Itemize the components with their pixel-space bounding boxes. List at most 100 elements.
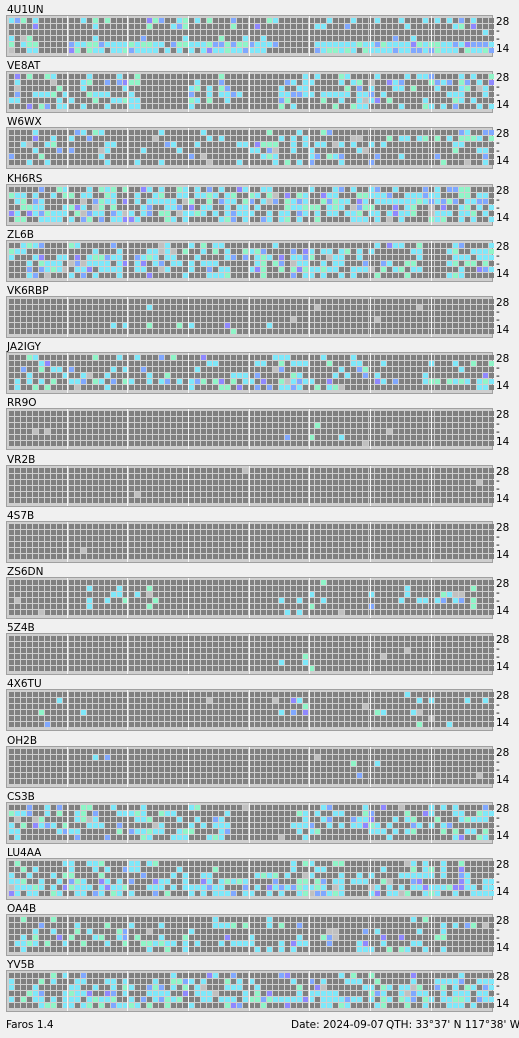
heard-cell [423,217,428,222]
heard-cell [297,187,302,192]
heard-cell [75,217,80,222]
heard-cell [99,468,104,473]
heard-cell [231,148,236,153]
heard-cell [321,548,326,553]
heard-cell [51,299,56,304]
heard-cell [51,373,56,378]
heard-cell [411,24,416,29]
heard-cell [213,492,218,497]
heard-cell [9,36,14,41]
heard-cell [243,492,248,497]
heard-cell [69,530,74,535]
heard-cell [417,323,422,328]
heard-cell [27,367,32,372]
scale-28-label: 28 [496,128,510,140]
heard-cell [279,411,284,416]
heard-cell [45,211,50,216]
heard-cell [81,498,86,503]
heard-cell [369,385,374,390]
heard-cell [231,211,236,216]
heard-cell [93,492,98,497]
heard-cell [315,417,320,422]
heard-cell [399,361,404,366]
heard-cell [267,211,272,216]
scale-14-label: 14 [496,155,510,167]
heard-cell [393,542,398,547]
heard-cell [315,136,320,141]
heard-cell [285,329,290,334]
heard-cell [237,468,242,473]
heard-cell [405,468,410,473]
heard-cell [201,267,206,272]
heard-cell [465,468,470,473]
heard-cell [465,148,470,153]
heard-cell [471,36,476,41]
heard-cell [273,98,278,103]
heard-cell [237,86,242,91]
heard-cell [279,148,284,153]
heard-cell [285,130,290,135]
heard-cell [255,142,260,147]
heard-cell [231,468,236,473]
heard-cell [57,385,62,390]
heard-cell [81,411,86,416]
heard-cell [51,255,56,260]
heard-cell [393,385,398,390]
heard-cell [375,142,380,147]
heard-cell [327,273,332,278]
heard-cell [333,18,338,23]
heard-cell [141,74,146,79]
heard-cell [417,355,422,360]
heard-cell [249,492,254,497]
heard-cell [411,468,416,473]
heard-cell [237,104,242,109]
heard-cell [159,492,164,497]
heard-cell [309,249,314,254]
heard-cell [81,98,86,103]
heard-cell [165,329,170,334]
heard-cell [273,373,278,378]
heard-cell [291,548,296,553]
heard-cell [51,435,56,440]
heard-cell [117,385,122,390]
heard-cell [93,30,98,35]
heard-cell [189,474,194,479]
heard-cell [387,160,392,165]
heard-cell [309,423,314,428]
heard-cell [81,193,86,198]
heard-cell [219,267,224,272]
heard-cell [141,530,146,535]
heard-cell [321,299,326,304]
heard-cell [453,30,458,35]
heard-cell [219,243,224,248]
heard-cell [489,423,494,428]
heard-cell [171,411,176,416]
heard-cell [351,379,356,384]
heard-cell [471,249,476,254]
heard-cell [249,267,254,272]
heard-cell [393,474,398,479]
heard-cell [159,154,164,159]
heard-cell [375,542,380,547]
heard-cell [345,193,350,198]
heard-cell [363,205,368,210]
heard-cell [471,385,476,390]
heard-cell [27,36,32,41]
heard-cell [225,441,230,446]
heard-cell [129,249,134,254]
heard-cell [255,299,260,304]
heard-cell [405,367,410,372]
heard-cell [375,486,380,491]
heard-cell [45,423,50,428]
heard-cell [489,255,494,260]
heard-cell [69,329,74,334]
heard-cell [123,542,128,547]
heard-cell [459,411,464,416]
heard-cell [279,423,284,428]
heard-cell [297,417,302,422]
heard-cell [15,86,20,91]
heard-cell [435,524,440,529]
heard-cell [165,24,170,29]
heard-cell [171,548,176,553]
heard-cell [9,305,14,310]
